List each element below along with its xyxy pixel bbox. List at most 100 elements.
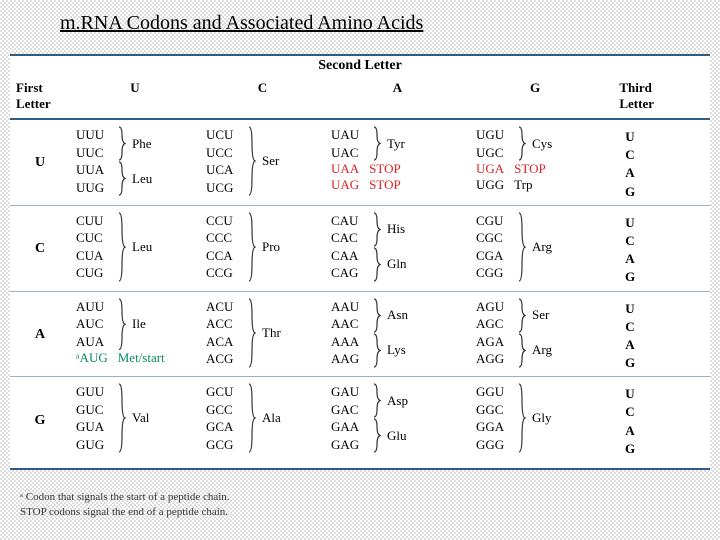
header-second-letter: Second Letter [10,56,710,76]
amino-acid: Ala [260,410,281,426]
third-letter: A [625,422,634,440]
codon-cell: GCUGCCGCAGCG Ala [200,383,325,453]
amino-acid: Leu [130,171,152,187]
first-letter: C [10,212,70,287]
amino-acid: Met/start [118,350,165,366]
codon: CUG [76,264,116,282]
codon: UUA [76,161,116,179]
codon-group: UAUUAC Tyr [331,126,405,161]
codon-cell: AAUAAC AsnAAAAAG Lys [325,298,470,368]
amino-acid: His [385,221,405,237]
brace-icon [118,126,126,161]
codon: UAG [331,177,359,193]
codon-group: CCUCCCCCACCG Pro [206,212,280,282]
footnote-stop: STOP codons signal the end of a peptide … [20,505,230,520]
codon: CGU [476,212,516,230]
codon: UCG [206,179,246,197]
codon: GAG [331,436,371,454]
third-letter-column: UCAG [600,298,660,373]
third-letter: C [625,232,634,250]
codon-cell: GGUGGCGGAGGG Gly [470,383,600,453]
codon: UAC [331,144,371,162]
header-col-c: C [200,80,325,96]
codon: CUU [76,212,116,230]
codon: UUG [76,179,116,197]
table-row: GGUUGUCGUAGUG ValGCUGCCGCAGCG AlaGAUGAC … [10,377,710,462]
brace-icon [373,212,381,247]
third-letter-column: UCAG [600,383,660,458]
first-letter: G [10,383,70,458]
codon-line: UGASTOP [476,161,552,177]
codon-group: GGUGGCGGAGGG Gly [476,383,552,453]
codon-cell: CCUCCCCCACCG Pro [200,212,325,282]
codon: ACC [206,315,246,333]
codon: GCC [206,401,246,419]
codon-cell: AUUAUCAUA IleᵃAUGMet/start [70,298,200,367]
amino-acid: Pro [260,239,280,255]
codon: UCC [206,144,246,162]
codon-line: UAGSTOP [331,177,405,193]
codon-group: CGUCGCCGACGG Arg [476,212,552,282]
codon: CGC [476,229,516,247]
brace-icon [248,212,256,282]
table-row: CCUUCUCCUACUG LeuCCUCCCCCACCG ProCAUCAC … [10,206,710,292]
codon: AGU [476,298,516,316]
page-title: m.RNA Codons and Associated Amino Acids [60,12,423,35]
codon-cell: ACUACCACAACG Thr [200,298,325,368]
third-letter: U [625,128,634,146]
brace-icon [118,212,126,282]
brace-icon [118,161,126,196]
third-letter: C [625,403,634,421]
brace-icon [373,298,381,333]
codon-group: AUUAUCAUA Ile [76,298,165,351]
brace-icon [373,333,381,368]
codon: CCG [206,264,246,282]
codon: UUC [76,144,116,162]
codon-group: ACUACCACAACG Thr [206,298,281,368]
codon-cell: CUUCUCCUACUG Leu [70,212,200,282]
codon: CCU [206,212,246,230]
codon: GGA [476,418,516,436]
codon: ACU [206,298,246,316]
amino-acid: Arg [530,239,552,255]
codon-group: AGUAGC Ser [476,298,552,333]
amino-acid: Phe [130,136,152,152]
codon: CUA [76,247,116,265]
amino-acid: Lys [385,342,406,358]
header-third: Third Letter [600,80,660,112]
codon: CCC [206,229,246,247]
codon: GCA [206,418,246,436]
brace-icon [373,126,381,161]
codon: CAC [331,229,371,247]
codon: GGC [476,401,516,419]
third-letter: A [625,250,634,268]
codon-group: CAUCAC His [331,212,407,247]
brace-icon [373,383,381,418]
codon-group: AAUAAC Asn [331,298,408,333]
codon: UCU [206,126,246,144]
brace-icon [118,383,126,453]
codon: UGG [476,177,504,193]
brace-icon [518,383,526,453]
third-letter-column: UCAG [600,126,660,201]
codon: AAA [331,333,371,351]
codon: ACA [206,333,246,351]
codon: CAG [331,264,371,282]
codon-cell: UGUUGC CysUGASTOPUGGTrp [470,126,600,193]
amino-acid: Glu [385,428,407,444]
footnotes: ᵃ Codon that signals the start of a pept… [20,490,230,520]
codon-group: UGUUGC Cys [476,126,552,161]
codon-group: UCUUCCUCAUCG Ser [206,126,279,196]
codon-group: AAAAAG Lys [331,333,408,368]
amino-acid: Cys [530,136,552,152]
third-letter: G [625,268,635,286]
amino-acid: Ser [260,153,279,169]
codon: GUA [76,418,116,436]
codon: AAG [331,350,371,368]
first-letter: A [10,298,70,373]
codon-group: UUAUUG Leu [76,161,152,196]
amino-acid: Gly [530,410,552,426]
codon: AAC [331,315,371,333]
amino-acid: Arg [530,342,552,358]
amino-acid: Val [130,410,149,426]
